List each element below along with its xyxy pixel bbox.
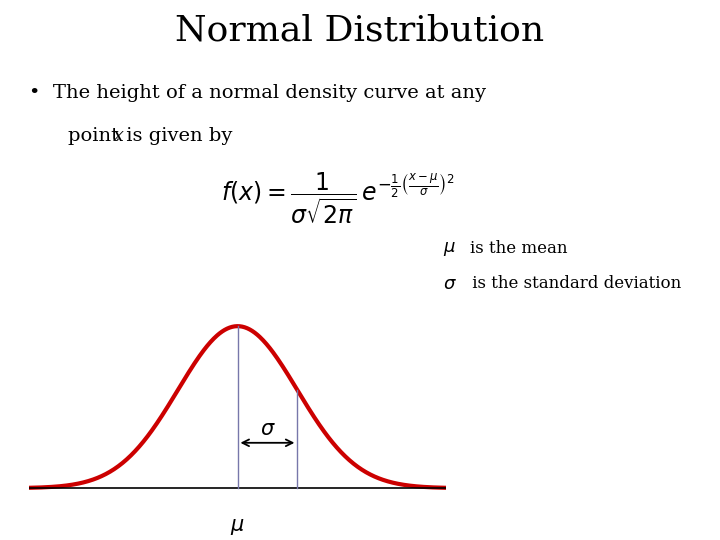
Text: $\sigma$: $\sigma$ xyxy=(443,275,456,293)
Text: $\mu$: $\mu$ xyxy=(230,517,245,537)
Text: is given by: is given by xyxy=(120,127,233,145)
Text: $\sigma$: $\sigma$ xyxy=(259,420,275,438)
Text: Normal Distribution: Normal Distribution xyxy=(176,14,544,48)
Text: point: point xyxy=(68,127,126,145)
Text: is the standard deviation: is the standard deviation xyxy=(467,275,681,292)
Text: $\mu$: $\mu$ xyxy=(443,240,456,258)
Text: is the mean: is the mean xyxy=(470,240,567,257)
Text: x: x xyxy=(113,127,124,145)
Text: $f(x) = \dfrac{1}{\sigma\sqrt{2\pi}}\, e^{-\frac{1}{2}\left(\frac{x-\mu}{\sigma}: $f(x) = \dfrac{1}{\sigma\sqrt{2\pi}}\, e… xyxy=(222,170,455,226)
Text: •  The height of a normal density curve at any: • The height of a normal density curve a… xyxy=(29,84,486,102)
